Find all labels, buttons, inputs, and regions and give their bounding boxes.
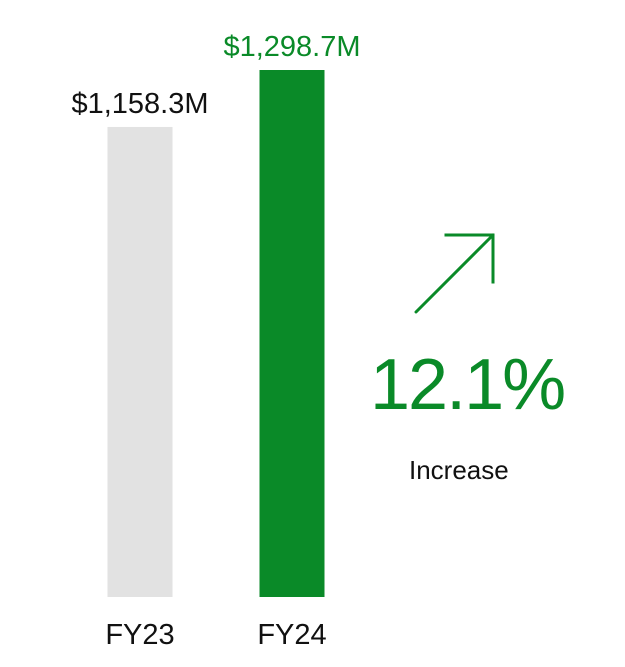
value-label-fy23: $1,158.3M — [71, 88, 208, 120]
percent-change-caption: Increase — [409, 455, 509, 485]
arrow-up-right-icon — [410, 230, 500, 325]
category-label-fy24: FY24 — [257, 619, 326, 651]
bar-fy24 — [259, 70, 325, 597]
bar-fy23 — [107, 126, 173, 598]
value-label-fy24: $1,298.7M — [223, 31, 360, 63]
category-label-fy23: FY23 — [105, 619, 174, 651]
percent-change: 12.1% — [370, 345, 566, 425]
